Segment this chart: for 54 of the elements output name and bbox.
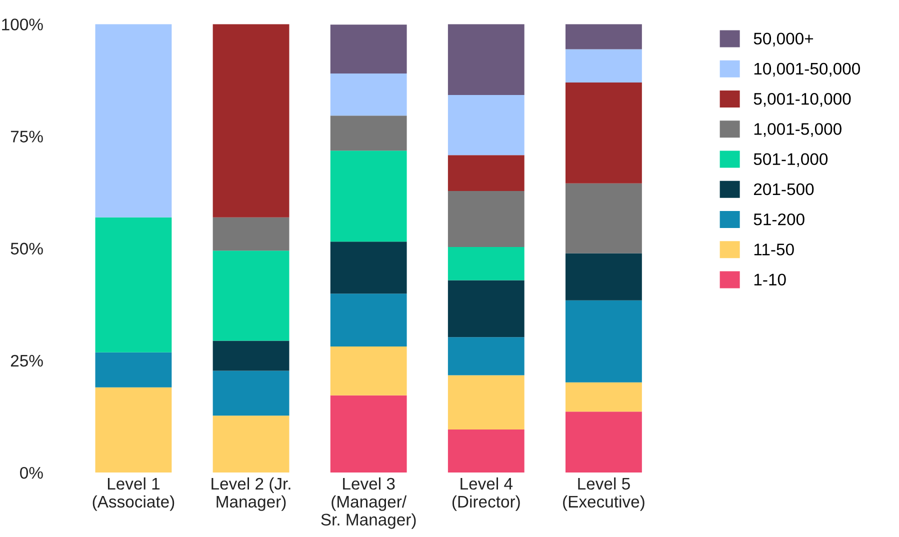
bar [448, 95, 524, 156]
x-tick-label: Level 5 (Executive) [563, 477, 644, 511]
y-tick-label: 100% [2, 18, 43, 30]
bar [95, 24, 172, 218]
bar [330, 73, 407, 116]
y-tick-label: 75% [10, 130, 43, 142]
bar [448, 190, 524, 248]
bar [448, 280, 524, 338]
legend-label: 51-200 [754, 213, 804, 226]
bar [566, 183, 642, 254]
x-tick-label: Level 3 (Manager/ Sr. Manager) [321, 477, 416, 529]
legend-label: 5,001-10,000 [754, 92, 851, 107]
legend-label: 501-1,000 [754, 153, 828, 167]
bar [330, 116, 407, 151]
x-tick-label: Level 4 (Director) [452, 477, 520, 511]
legend-label: 10,001-50,000 [754, 62, 860, 77]
bar [448, 430, 524, 473]
bar [330, 294, 407, 347]
bar [330, 395, 407, 473]
legend-label: 11-50 [754, 244, 794, 256]
bar [448, 375, 524, 430]
bar [212, 217, 290, 251]
bar [566, 24, 642, 50]
bar [212, 250, 290, 341]
bar [95, 352, 172, 388]
bar [330, 346, 407, 396]
bar [566, 382, 642, 412]
legend-label: 50,000+ [754, 32, 814, 46]
bar [212, 370, 290, 416]
bar [330, 242, 407, 294]
y-tick-label: 25% [10, 354, 43, 367]
bar [566, 82, 642, 184]
bar [566, 300, 642, 382]
legend-label: 1,001-5,000 [754, 123, 842, 137]
x-tick-label: Level 1 (Associate) [92, 477, 174, 511]
bar [448, 337, 524, 376]
x-tick-label: Level 2 (Jr. Manager) [212, 477, 290, 511]
y-tick-label: 50% [10, 242, 43, 255]
legend-label: 201-500 [754, 183, 814, 196]
bar [448, 247, 524, 280]
bar [212, 24, 290, 218]
bar [448, 155, 524, 191]
legend-label: 1-10 [754, 274, 786, 286]
bar [330, 150, 407, 242]
bar [566, 253, 642, 300]
bar [95, 217, 172, 352]
bar [566, 412, 642, 473]
y-tick-label: 0% [20, 466, 43, 479]
bar [95, 387, 172, 473]
bar [212, 340, 290, 371]
bar [448, 24, 524, 96]
bar [566, 49, 642, 82]
bar [330, 24, 407, 74]
bar [212, 416, 290, 473]
